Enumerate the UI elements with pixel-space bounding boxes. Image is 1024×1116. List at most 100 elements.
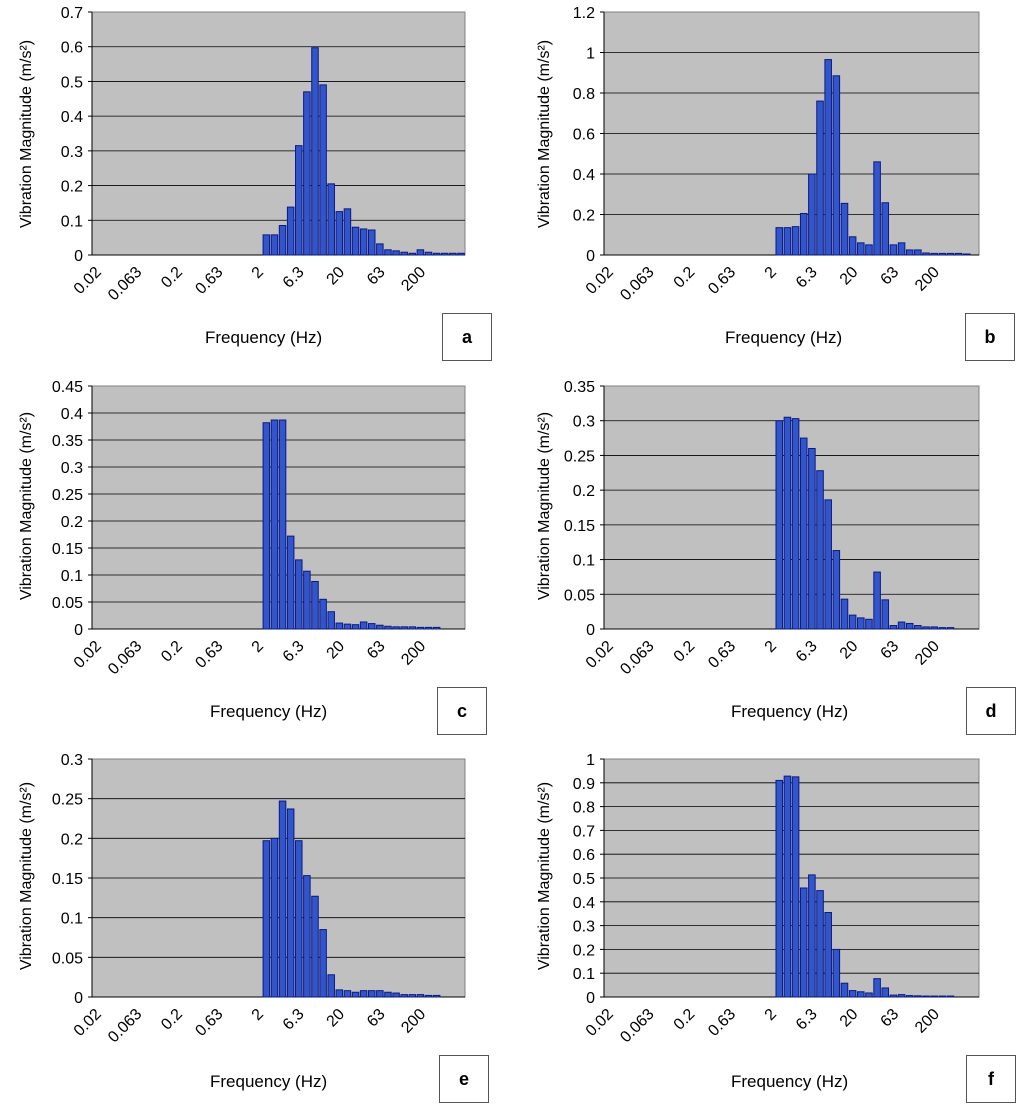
y-tick-label: 0.1 <box>573 966 595 983</box>
x-tick-label: 63 <box>364 638 389 663</box>
bar <box>262 234 271 256</box>
bar <box>424 626 433 630</box>
y-tick-label: 0 <box>586 248 595 265</box>
plot-area <box>91 11 466 256</box>
bar <box>286 535 295 630</box>
bar <box>449 252 457 256</box>
bar <box>311 895 319 998</box>
bar <box>262 840 271 998</box>
bar <box>351 624 360 630</box>
bar <box>897 994 906 998</box>
bar <box>881 599 890 630</box>
y-tick-label: 0.2 <box>573 208 595 225</box>
chart-panel-c: 0 0.05 0.1 0.15 0.2 0.25 0.3 0.35 0.4 0.45 0.02 0.0… <box>0 372 520 742</box>
x-tick-label: 0.63 <box>705 1006 739 1040</box>
bar <box>930 252 938 256</box>
bar <box>873 161 881 256</box>
x-tick-label: 20 <box>837 1006 862 1031</box>
bar <box>808 173 816 256</box>
bar <box>775 779 784 998</box>
y-tick-label: 0.2 <box>61 831 83 848</box>
bar <box>319 598 327 630</box>
x-tick-label: 6.3 <box>793 638 821 666</box>
y-tick-label: 0.35 <box>564 379 595 396</box>
x-tick-label: 200 <box>912 638 943 669</box>
x-tick-label: 2 <box>762 264 780 282</box>
bar <box>270 234 279 256</box>
bar <box>262 422 271 630</box>
bar <box>824 499 832 630</box>
bar <box>351 991 360 998</box>
bar <box>930 626 938 630</box>
x-tick-label: 2 <box>249 638 267 656</box>
y-tick-label: 0.1 <box>573 553 595 570</box>
x-tick-label: 0.02 <box>583 638 617 672</box>
bar <box>791 226 800 256</box>
x-axis-label: Frequency (Hz) <box>731 1072 849 1091</box>
panel-label-d: d <box>966 687 1016 735</box>
bar <box>816 890 824 998</box>
y-axis-label: Vibration Magnitude (m/s²) <box>536 781 553 971</box>
bar <box>278 800 287 998</box>
y-tick-label: 0.1 <box>61 568 83 585</box>
bar <box>343 623 352 630</box>
x-tick-label: 2 <box>249 264 267 282</box>
x-tick-label: 0.2 <box>671 638 699 666</box>
bar <box>384 625 392 630</box>
y-tick-label: 0.1 <box>61 911 83 928</box>
bar <box>343 208 352 256</box>
bar <box>432 252 441 256</box>
bar <box>808 874 816 998</box>
bar <box>367 990 376 998</box>
x-tick-label: 0.63 <box>192 638 226 672</box>
bar <box>816 100 824 256</box>
y-tick-label: 0.05 <box>52 595 83 612</box>
chart-panel-b: 0 0.2 0.4 0.6 0.8 1 1.2 0.02 0.063 0.2 0.63 2 6.3 20 6… <box>522 0 1022 368</box>
y-tick-label: 0.5 <box>573 871 595 888</box>
bar <box>359 228 368 256</box>
y-tick-label: 0.7 <box>61 5 83 22</box>
bar <box>783 775 792 998</box>
x-tick-label: 200 <box>398 264 429 295</box>
y-axis-label: Vibration Magnitude (m/s²) <box>18 781 35 971</box>
bar <box>392 992 400 998</box>
x-tick-label: 0.63 <box>705 264 739 298</box>
y-axis-label: Vibration Magnitude (m/s²) <box>536 39 553 229</box>
x-tick-label: 0.02 <box>71 1006 105 1040</box>
bar <box>889 244 898 256</box>
bar <box>319 929 327 998</box>
bar <box>873 978 881 998</box>
y-axis-label: Vibration Magnitude (m/s²) <box>18 39 35 229</box>
bar <box>303 570 311 630</box>
bar <box>311 47 319 256</box>
plot-area <box>91 385 466 630</box>
bar <box>897 242 906 256</box>
x-tick-label: 200 <box>398 638 429 669</box>
bar <box>400 626 408 630</box>
bar <box>416 994 425 998</box>
y-tick-label: 0.5 <box>61 74 83 91</box>
panel-label-f: f <box>966 1055 1016 1103</box>
x-tick-label: 0.063 <box>105 1006 145 1046</box>
x-tick-label: 0.02 <box>583 264 617 298</box>
x-tick-label: 200 <box>398 1006 429 1037</box>
bar <box>335 622 344 630</box>
y-tick-label: 0.9 <box>573 776 595 793</box>
y-tick-label: 0.8 <box>573 800 595 817</box>
bar <box>408 994 417 998</box>
panel-label-a: a <box>442 313 492 361</box>
x-tick-label: 0.063 <box>105 638 145 678</box>
x-tick-label: 6.3 <box>793 1006 821 1034</box>
y-tick-label: 0.4 <box>573 895 595 912</box>
x-tick-label: 63 <box>364 264 389 289</box>
y-tick-label: 0.6 <box>573 847 595 864</box>
y-tick-label: 1.2 <box>573 5 595 22</box>
bar <box>408 252 417 256</box>
y-tick-label: 0.1 <box>61 213 83 230</box>
bar <box>416 249 425 256</box>
bar <box>311 580 319 630</box>
x-tick-label: 63 <box>878 264 903 289</box>
y-tick-label: 0 <box>586 622 595 639</box>
bar <box>946 252 955 256</box>
x-tick-label: 6.3 <box>280 264 308 292</box>
